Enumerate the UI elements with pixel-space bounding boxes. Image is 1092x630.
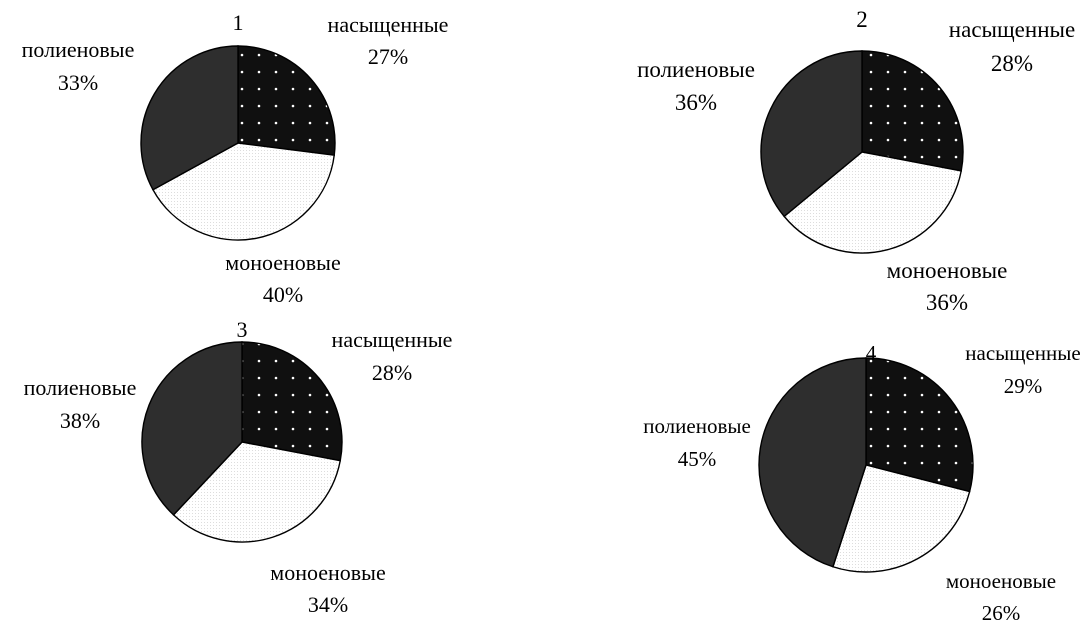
pie-slice-monoenoic — [832, 464, 971, 573]
slice-label-monoenoic: моноеновые — [270, 560, 385, 585]
slice-label-monoenoic: моноеновые — [946, 569, 1056, 593]
pie-slice-saturated — [241, 341, 343, 462]
pie-chart-1: 1 насыщенные 27% моноеновые 40% полиеновые 33% — [22, 10, 449, 307]
slice-value-polyenoic: 38% — [60, 408, 100, 433]
slice-label-saturated: насыщенные — [949, 17, 1075, 42]
chart-title: 3 — [237, 317, 248, 342]
pie-slice-polyenoic — [141, 341, 243, 516]
slice-label-saturated: насыщенные — [965, 341, 1080, 365]
slice-value-saturated: 28% — [372, 360, 412, 385]
slice-label-polyenoic: полиеновые — [643, 414, 751, 438]
slice-label-saturated: насыщенные — [332, 327, 453, 352]
pie-slice-monoenoic — [783, 151, 963, 254]
pie-chart-4: 4 насыщенные 29% моноеновые 26% полиеновые 45% — [643, 341, 1080, 625]
slice-value-saturated: 29% — [1004, 374, 1043, 398]
slice-label-polyenoic: полиеновые — [637, 57, 755, 82]
pie-slice-saturated — [237, 45, 336, 156]
pie-slice-polyenoic — [760, 50, 863, 218]
slice-label-polyenoic: полиеновые — [22, 37, 135, 62]
slice-value-monoenoic: 36% — [926, 290, 968, 315]
slice-value-saturated: 27% — [368, 44, 408, 69]
chart-title: 2 — [856, 7, 868, 32]
pie-chart-3: 3 насыщенные 28% моноеновые 34% полиеновые 38% — [24, 317, 453, 617]
slice-label-monoenoic: моноеновые — [225, 250, 340, 275]
slice-value-monoenoic: 40% — [263, 282, 303, 307]
slice-value-polyenoic: 33% — [58, 70, 98, 95]
pie-slice-monoenoic — [172, 441, 342, 543]
pie-slice-polyenoic — [758, 357, 867, 568]
slice-label-monoenoic: моноеновые — [887, 258, 1008, 283]
pie-chart-2: 2 насыщенные 28% моноеновые 36% полиеновые 36% — [637, 7, 1075, 315]
slice-label-saturated: насыщенные — [328, 12, 449, 37]
chart-title: 1 — [233, 10, 244, 35]
pie-slice-saturated — [865, 357, 974, 493]
pie-slice-saturated — [861, 50, 964, 172]
slice-value-polyenoic: 36% — [675, 90, 717, 115]
slice-value-monoenoic: 34% — [308, 592, 348, 617]
pie-slice-polyenoic — [140, 45, 239, 191]
slice-value-saturated: 28% — [991, 51, 1033, 76]
chart-title: 4 — [866, 341, 877, 365]
slice-label-polyenoic: полиеновые — [24, 375, 137, 400]
slice-value-polyenoic: 45% — [678, 447, 717, 471]
slice-value-monoenoic: 26% — [982, 601, 1021, 625]
pie-slice-monoenoic — [152, 142, 336, 241]
